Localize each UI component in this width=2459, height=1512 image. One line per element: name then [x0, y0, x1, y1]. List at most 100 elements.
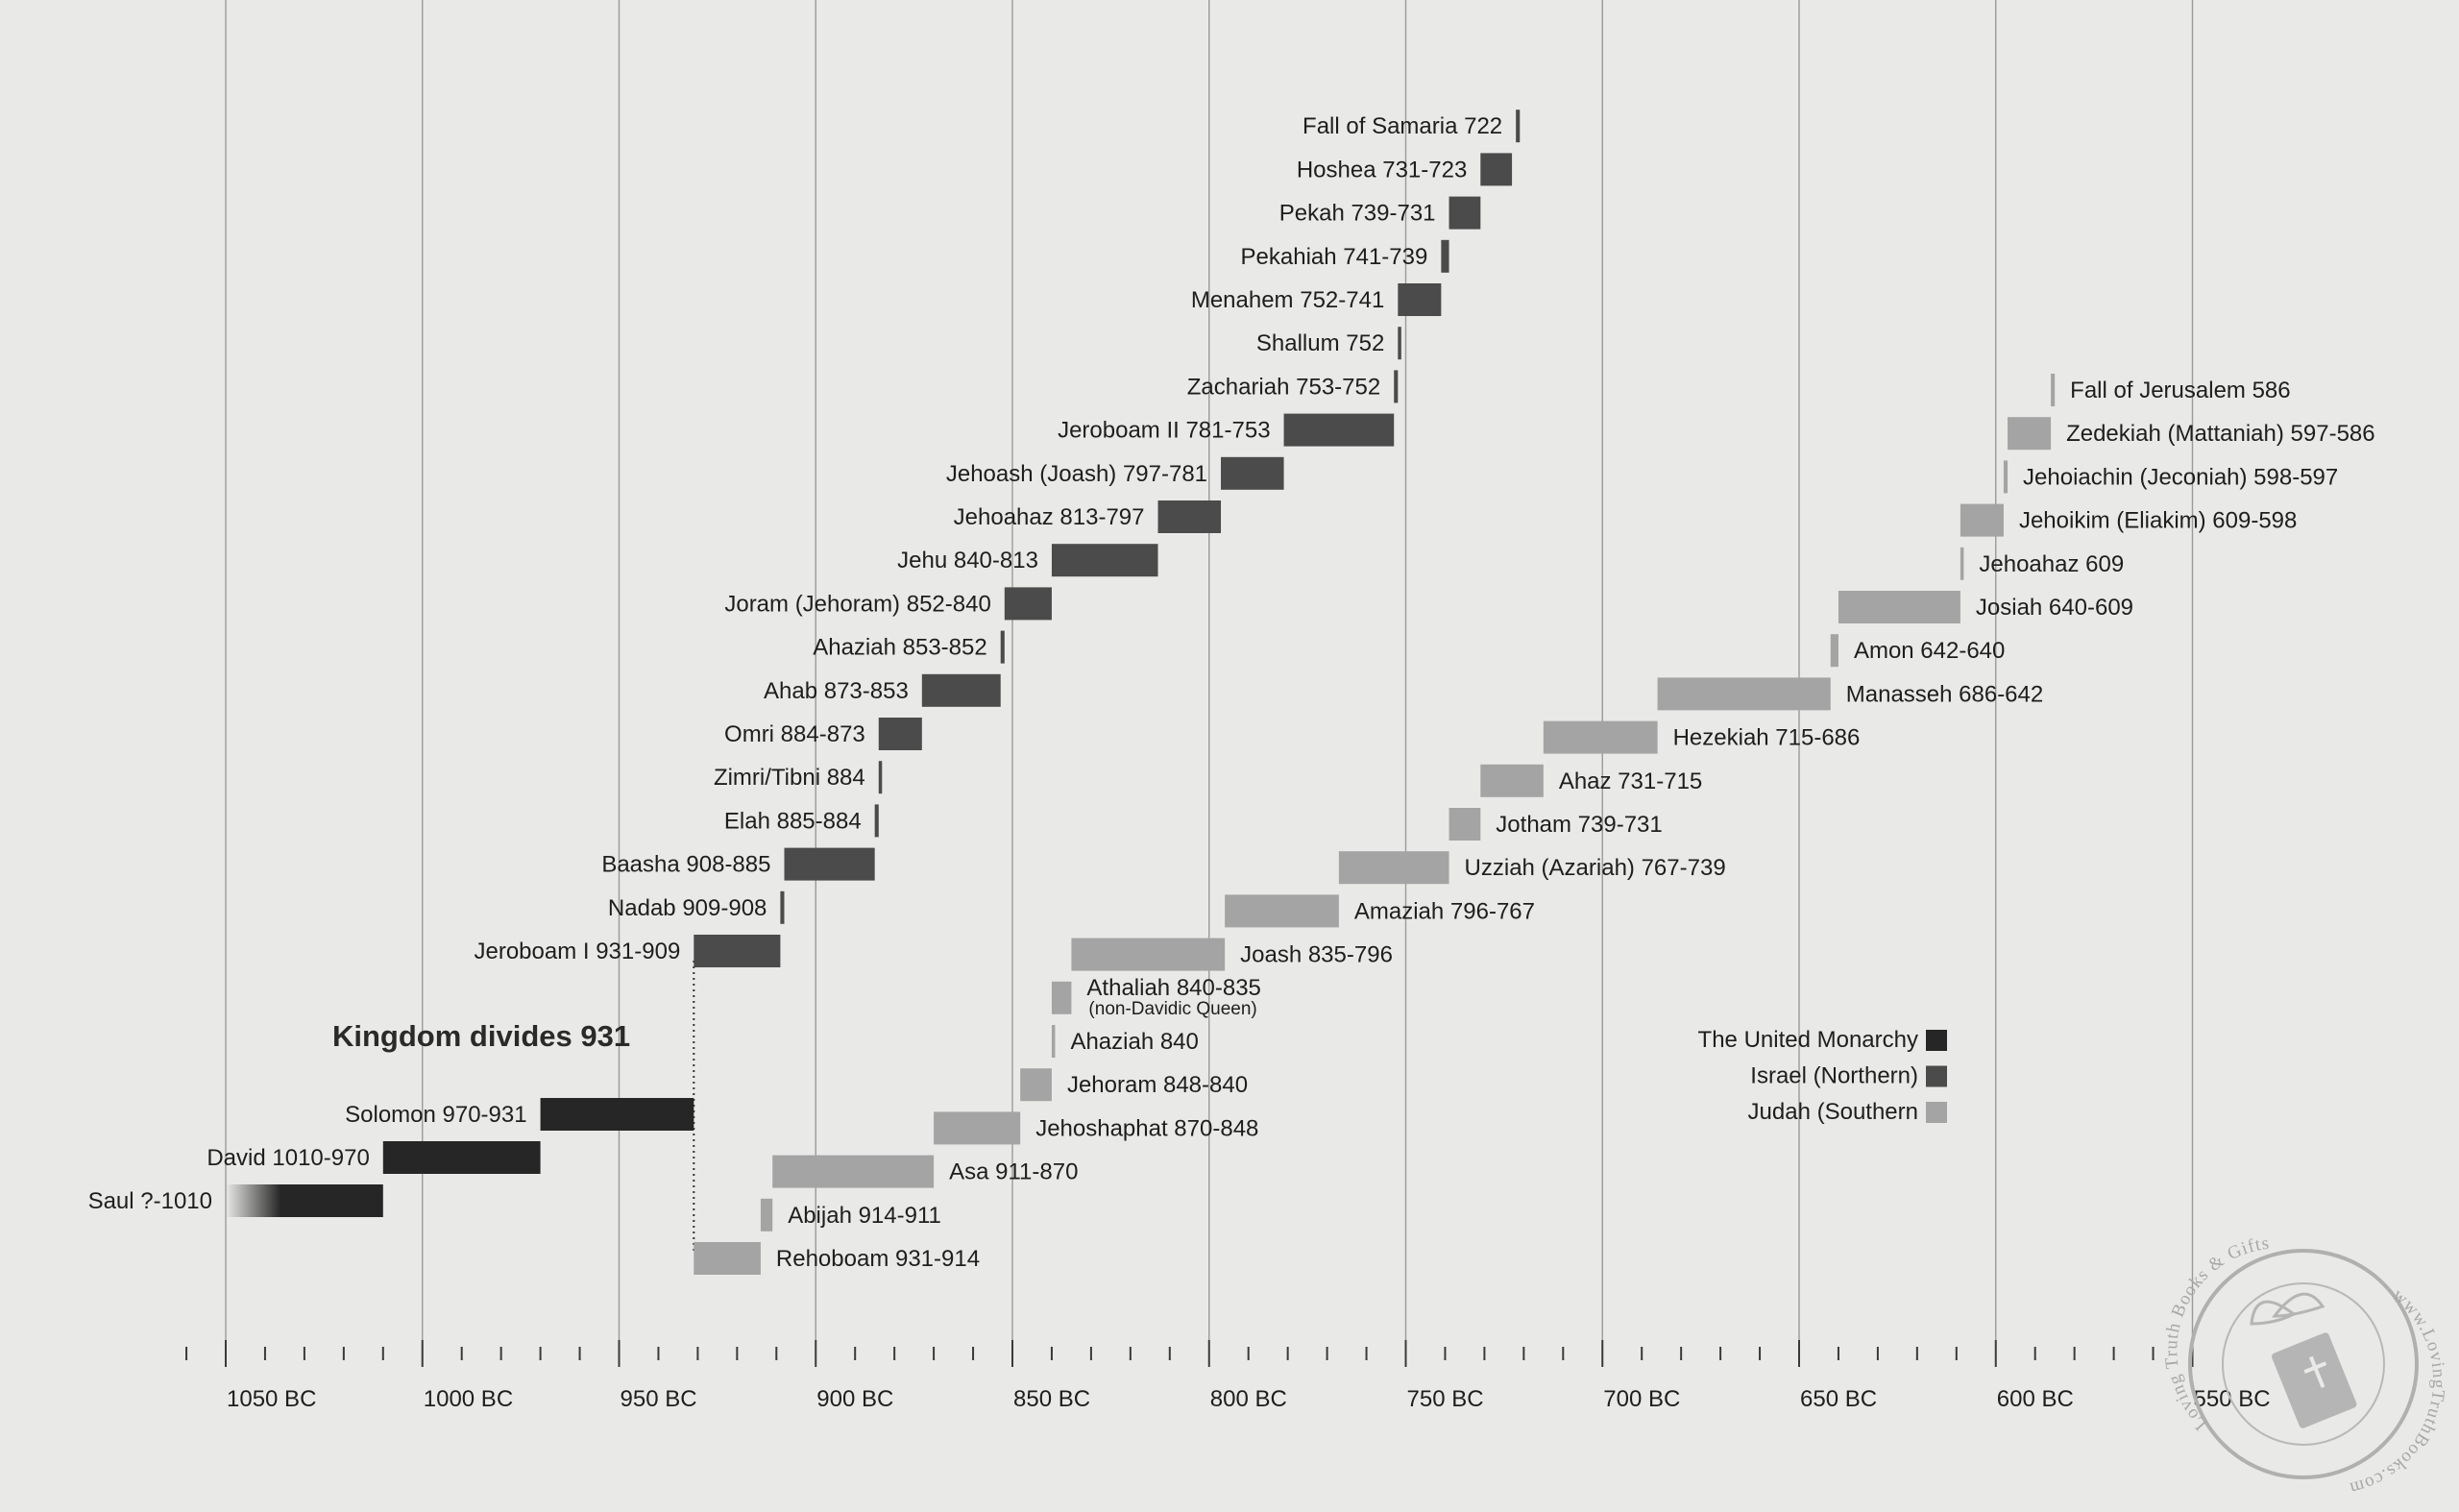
reign-bar	[1051, 544, 1158, 577]
reign-bar	[1398, 327, 1401, 360]
reign-label: Josiah 640-609	[1976, 595, 2133, 621]
kingdom-divide-marker: Kingdom divides 931	[332, 961, 695, 1254]
reign-label: Hoshea 731-723	[1297, 157, 1467, 183]
reign-bar	[1398, 283, 1442, 316]
grid-layer	[225, 0, 2194, 1345]
reign-bar	[874, 804, 879, 838]
reign-label: Nadab 909-908	[608, 895, 767, 921]
legend: The United Monarchy Israel (Northern) Juda…	[1698, 1027, 1947, 1125]
reign-bar	[1004, 587, 1052, 621]
reign-group: David 1010-970	[207, 1141, 541, 1174]
reign-label: Baasha 908-885	[601, 852, 770, 878]
reign-label: Zedekiah (Mattaniah) 597-586	[2066, 421, 2375, 447]
reign-bar	[1441, 239, 1449, 273]
reign-label: Joash 835-796	[1240, 942, 1393, 968]
reign-bar	[1000, 630, 1005, 664]
reign-group: Ahaziah 840	[1051, 1025, 1199, 1058]
reign-bar	[1657, 677, 1831, 711]
legend-label: Judah (Southern	[1748, 1099, 1918, 1125]
reign-group: Jehu 840-813	[897, 544, 1158, 577]
reign-group: Jehoshaphat 870-848	[934, 1111, 1258, 1145]
reign-bar	[1838, 591, 1960, 623]
reign-bar	[780, 890, 785, 924]
legend-swatch	[1926, 1102, 1947, 1123]
reign-bar	[226, 1184, 383, 1217]
reign-group: Rehoboam 931-914	[694, 1242, 980, 1275]
reign-group: Zachariah 753-752	[1187, 370, 1399, 403]
reign-group: Ahaziah 853-852	[813, 630, 1005, 664]
reign-label: Jeroboam II 781-753	[1058, 418, 1270, 444]
reign-group: Joram (Jehoram) 852-840	[724, 587, 1052, 621]
legend-swatch	[1926, 1030, 1947, 1051]
reign-bar	[382, 1141, 541, 1174]
reign-label: Jehoikim (Eliakim) 609-598	[2019, 508, 2297, 534]
reign-group: Jeroboam I 931-909	[474, 935, 781, 967]
reign-group: Omri 884-873	[724, 718, 922, 750]
reign-label: Menahem 752-741	[1191, 287, 1384, 313]
reign-group: Manasseh 686-642	[1657, 677, 2043, 711]
x-tick-label: 900 BC	[816, 1386, 893, 1412]
reign-bar	[1394, 370, 1399, 403]
x-tick-label: 1000 BC	[424, 1386, 513, 1412]
gift-bible-icon	[2250, 1292, 2357, 1428]
reign-bar	[784, 847, 875, 881]
reign-bar	[1960, 547, 1964, 580]
reign-bar	[1221, 456, 1284, 490]
x-tick-label: 650 BC	[1800, 1386, 1877, 1412]
seal-outer-ring	[2188, 1249, 2419, 1479]
reign-label: Manasseh 686-642	[1846, 681, 2043, 707]
reign-group: Amon 642-640	[1830, 634, 2005, 668]
reign-label: Hezekiah 715-686	[1673, 725, 1861, 751]
reign-group: Menahem 752-741	[1191, 283, 1442, 316]
reign-bar	[2003, 460, 2009, 494]
reign-bar	[1516, 110, 1521, 143]
reign-group: Shallum 752	[1256, 327, 1401, 360]
reign-bar	[2008, 417, 2052, 451]
reign-group: Saul ?-1010	[88, 1184, 383, 1217]
reign-bar	[1480, 153, 1513, 186]
watermark-seal: Loving Truth Books & Giftswww.LovingTrut…	[2161, 1233, 2447, 1499]
reign-group: Athaliah 840-835(non-Davidic Queen)	[1051, 975, 1261, 1019]
reign-bar	[1449, 808, 1481, 841]
reign-bar	[878, 761, 883, 794]
reign-bars: Saul ?-1010 David 1010-970 Solomon 970-931…	[88, 110, 2375, 1275]
reign-group: Joash 835-796	[1071, 938, 1393, 971]
reign-group: Pekah 739-731	[1279, 196, 1481, 230]
reign-group: Pekahiah 741-739	[1241, 239, 1449, 273]
reign-group: Jehoikim (Eliakim) 609-598	[1960, 503, 2297, 537]
reign-bar	[1051, 1025, 1056, 1058]
reign-group: Ahaz 731-715	[1480, 764, 1702, 797]
x-tick-label: 850 BC	[1013, 1386, 1090, 1412]
reign-bar	[1051, 981, 1072, 1014]
reign-group: Jehoash (Joash) 797-781	[946, 456, 1284, 490]
reign-bar	[1338, 851, 1449, 885]
reign-label: Athaliah 840-835	[1086, 975, 1260, 1001]
reign-label: Omri 884-873	[724, 721, 865, 747]
reign-label: Jehoash (Joash) 797-781	[946, 461, 1207, 487]
reign-label: Jehoiachin (Jeconiah) 598-597	[2023, 464, 2338, 490]
reign-group: Solomon 970-931	[345, 1098, 694, 1131]
reign-group: Baasha 908-885	[601, 847, 875, 881]
reign-group: Jehoahaz 813-797	[954, 500, 1222, 533]
reign-label: Jehoahaz 813-797	[954, 504, 1145, 530]
reign-group: Jotham 739-731	[1449, 808, 1663, 841]
reign-label: Ahaz 731-715	[1559, 768, 1702, 794]
x-tick-label: 550 BC	[2194, 1386, 2271, 1412]
reign-bar	[1449, 196, 1481, 230]
reign-bar	[878, 718, 922, 750]
reign-label: Jehu 840-813	[897, 548, 1038, 573]
reign-bar	[1480, 764, 1544, 797]
reign-group: Josiah 640-609	[1838, 591, 2133, 623]
reign-label: Jehoshaphat 870-848	[1035, 1115, 1258, 1141]
reign-label: Fall of Jerusalem 586	[2070, 378, 2290, 403]
reign-label: Zimri/Tibni 884	[714, 765, 865, 791]
reign-bar	[540, 1098, 694, 1131]
reign-label: Asa 911-870	[949, 1159, 1078, 1185]
reign-group: Zedekiah (Mattaniah) 597-586	[2008, 417, 2375, 451]
reign-label: Joram (Jehoram) 852-840	[724, 591, 990, 617]
x-tick-label: 750 BC	[1407, 1386, 1484, 1412]
reign-label: Jehoahaz 609	[1979, 551, 2124, 577]
reign-label: Shallum 752	[1256, 330, 1384, 356]
reign-label: David 1010-970	[207, 1145, 369, 1171]
